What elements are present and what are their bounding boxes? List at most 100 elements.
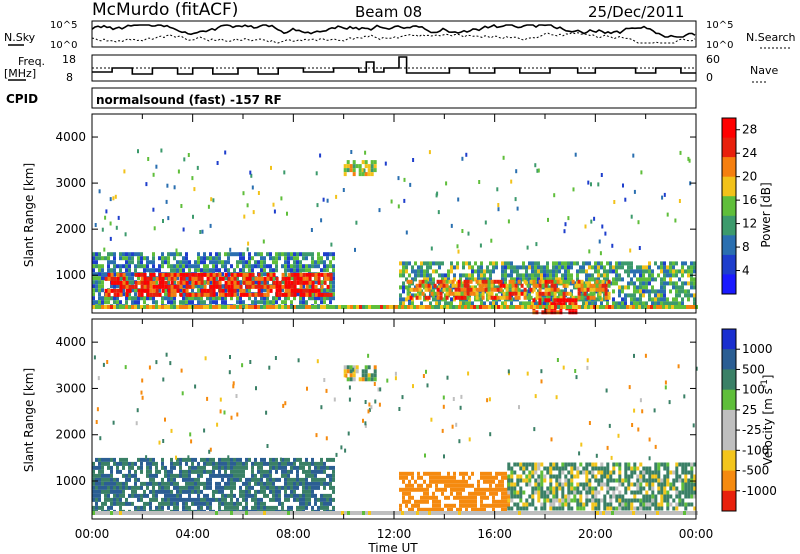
echo-cell [131, 473, 134, 478]
echo-cell [441, 491, 444, 496]
echo-cell [540, 277, 543, 282]
echo-cell [402, 273, 405, 278]
echo-cell [486, 487, 489, 492]
echo-cell [547, 298, 551, 303]
echo-cell [686, 305, 689, 309]
echo-cell [507, 462, 511, 467]
echo-cell [411, 487, 414, 492]
echo-cell [456, 507, 459, 512]
echo-cell [268, 365, 271, 370]
echo-cell [188, 457, 191, 462]
echo-cell [314, 260, 317, 265]
echo-cell [92, 493, 95, 498]
echo-cell [549, 490, 553, 495]
echo-cell [233, 284, 237, 289]
echo-cell [564, 289, 567, 294]
echo-cell [251, 185, 254, 190]
echo-cell [463, 291, 467, 296]
echo-cell [245, 276, 249, 281]
echo-cell [420, 483, 423, 488]
echo-cell [364, 164, 368, 169]
echo-cell [404, 305, 407, 309]
echo-cell [609, 470, 613, 475]
echo-cell [585, 482, 589, 487]
echo-cell [266, 485, 269, 490]
echo-cell [332, 457, 335, 462]
echo-cell [311, 485, 314, 490]
echo-cell [311, 256, 314, 261]
echo-cell [227, 268, 230, 273]
echo-cell [242, 305, 245, 309]
echo-cell [269, 284, 273, 289]
echo-cell [113, 457, 116, 462]
echo-cell [241, 363, 244, 368]
echo-cell [508, 283, 512, 288]
echo-cell [95, 280, 98, 285]
echo-cell [484, 220, 487, 225]
echo-cell [275, 505, 278, 510]
echo-cell [107, 511, 110, 515]
echo-cell [287, 280, 291, 285]
echo-cell [438, 507, 441, 512]
echo-cell [191, 276, 195, 281]
echo-cell [618, 482, 622, 487]
echo-cell [644, 511, 647, 515]
echo-cell [141, 378, 144, 383]
echo-cell [119, 493, 122, 498]
echo-cell [245, 501, 248, 506]
echo-cell [405, 277, 408, 282]
echo-cell [423, 487, 426, 492]
echo-cell [405, 503, 408, 508]
echo-cell [642, 269, 645, 274]
echo-cell [233, 252, 236, 257]
echo-cell [278, 511, 281, 515]
echo-cell [206, 477, 209, 482]
echo-cell [104, 296, 107, 301]
echo-cell [519, 301, 522, 306]
echo-cell [663, 293, 666, 298]
echo-cell [146, 511, 149, 515]
echo-cell [106, 360, 109, 364]
echo-cell [575, 511, 578, 515]
echo-cell [576, 281, 579, 286]
echo-cell [432, 289, 435, 294]
echo-cell [605, 511, 608, 515]
echo-cell [684, 506, 688, 511]
echo-cell [412, 158, 415, 162]
echo-cell [399, 475, 402, 480]
echo-cell [678, 494, 682, 499]
echo-cell [212, 465, 215, 470]
colorbar-swatch [722, 254, 736, 275]
echo-cell [284, 469, 287, 474]
echo-cell [107, 296, 110, 301]
echo-cell [194, 384, 197, 389]
echo-cell [161, 260, 164, 265]
echo-cell [311, 481, 314, 486]
echo-cell [516, 277, 519, 282]
echo-cell [507, 466, 511, 471]
x-tick-label: 16:00 [477, 527, 512, 541]
echo-cell [423, 495, 426, 500]
echo-cell [405, 230, 408, 235]
echo-cell [457, 283, 461, 288]
echo-cell [176, 501, 179, 506]
echo-cell [568, 298, 572, 303]
echo-cell [278, 305, 281, 309]
y-tick-label: 2000 [55, 428, 86, 442]
echo-cell [170, 469, 173, 474]
echo-cell [693, 277, 696, 282]
echo-cell [553, 287, 557, 292]
echo-cell [197, 461, 200, 466]
echo-cell [164, 497, 167, 502]
echo-cell [604, 291, 608, 296]
echo-cell [185, 457, 188, 462]
echo-cell [257, 288, 261, 293]
echo-cell [314, 272, 318, 277]
echo-cell [645, 466, 649, 471]
echo-cell [317, 288, 321, 293]
echo-cell [429, 281, 432, 286]
echo-cell [501, 503, 504, 508]
echo-cell [598, 283, 602, 288]
echo-cell [481, 283, 485, 288]
echo-cell [329, 305, 332, 309]
